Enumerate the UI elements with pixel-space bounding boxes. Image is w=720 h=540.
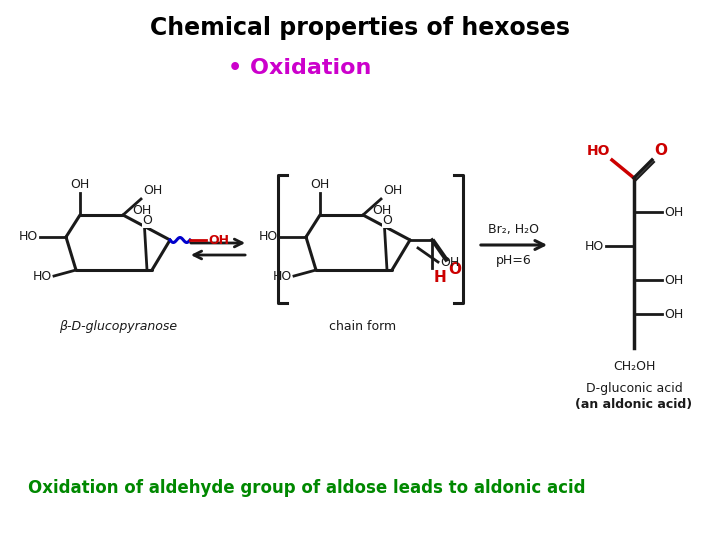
Text: HO: HO: [585, 240, 604, 253]
Text: O: O: [382, 214, 392, 227]
Text: D-gluconic acid: D-gluconic acid: [585, 382, 683, 395]
Text: OH: OH: [664, 307, 683, 321]
Text: O: O: [654, 143, 667, 158]
Text: OH: OH: [71, 178, 89, 191]
Text: O: O: [143, 214, 153, 227]
Text: OH: OH: [132, 204, 152, 217]
Text: Chemical properties of hexoses: Chemical properties of hexoses: [150, 16, 570, 40]
Text: OH: OH: [310, 178, 330, 191]
Text: CH₂OH: CH₂OH: [613, 360, 655, 373]
Text: HO: HO: [32, 271, 52, 284]
Text: pH=6: pH=6: [496, 254, 532, 267]
Text: OH: OH: [143, 184, 162, 197]
Text: OH: OH: [372, 204, 392, 217]
Text: HO: HO: [19, 231, 38, 244]
Text: β-D-glucopyranose: β-D-glucopyranose: [59, 320, 177, 333]
Text: HO: HO: [587, 144, 610, 158]
Text: chain form: chain form: [330, 320, 397, 333]
Text: HO: HO: [258, 231, 278, 244]
Text: OH: OH: [440, 256, 459, 269]
Text: OH: OH: [664, 273, 683, 287]
Text: OH: OH: [664, 206, 683, 219]
Text: OH: OH: [383, 184, 402, 197]
Text: • Oxidation: • Oxidation: [228, 58, 372, 78]
Text: H: H: [434, 270, 446, 285]
Text: OH: OH: [208, 233, 229, 246]
Text: HO: HO: [273, 271, 292, 284]
Text: (an aldonic acid): (an aldonic acid): [575, 398, 693, 411]
Text: Oxidation of aldehyde group of aldose leads to aldonic acid: Oxidation of aldehyde group of aldose le…: [28, 479, 585, 497]
Text: Br₂, H₂O: Br₂, H₂O: [488, 223, 539, 236]
Text: O: O: [448, 262, 461, 277]
